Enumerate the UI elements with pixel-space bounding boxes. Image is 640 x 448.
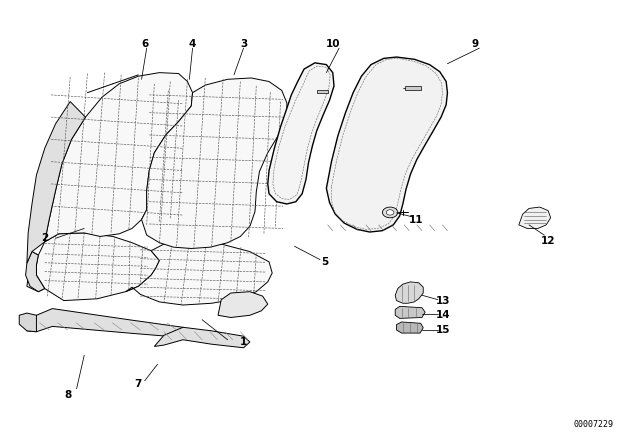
Polygon shape [154, 327, 250, 348]
Text: 15: 15 [436, 325, 450, 335]
FancyBboxPatch shape [317, 90, 328, 93]
Text: 2: 2 [41, 233, 49, 243]
Polygon shape [27, 309, 189, 337]
Polygon shape [268, 63, 334, 204]
Text: 10: 10 [326, 39, 340, 49]
Text: 5: 5 [321, 257, 329, 267]
Text: 14: 14 [436, 310, 451, 320]
Polygon shape [19, 313, 36, 332]
Polygon shape [395, 282, 423, 303]
Polygon shape [27, 252, 45, 292]
Text: 6: 6 [141, 39, 148, 49]
Polygon shape [395, 306, 425, 319]
Polygon shape [27, 102, 86, 263]
Polygon shape [218, 292, 268, 318]
Polygon shape [125, 241, 272, 305]
Circle shape [387, 210, 394, 215]
Polygon shape [45, 73, 193, 242]
FancyBboxPatch shape [405, 86, 421, 90]
Text: 3: 3 [240, 39, 247, 49]
Text: 4: 4 [189, 39, 196, 49]
Polygon shape [36, 233, 159, 301]
Text: 12: 12 [541, 236, 556, 246]
Circle shape [383, 207, 397, 218]
Polygon shape [141, 78, 287, 249]
Polygon shape [519, 207, 550, 228]
Text: 11: 11 [408, 215, 423, 224]
Text: 7: 7 [134, 379, 142, 389]
Polygon shape [26, 252, 45, 292]
Text: 8: 8 [65, 390, 72, 401]
Polygon shape [396, 322, 423, 333]
Text: 13: 13 [436, 296, 450, 306]
Text: 9: 9 [471, 39, 479, 49]
Text: 1: 1 [240, 337, 247, 347]
Text: 00007229: 00007229 [573, 420, 613, 429]
Polygon shape [326, 57, 447, 232]
